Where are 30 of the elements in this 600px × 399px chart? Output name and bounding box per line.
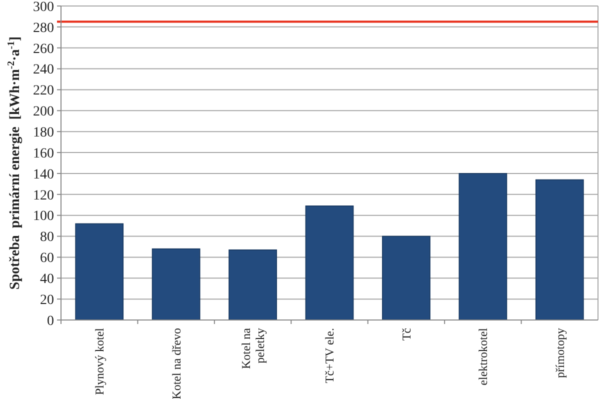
x-tick-label: Tč xyxy=(399,328,414,341)
x-tick-label: Kotel na peletky xyxy=(238,327,267,369)
x-tick-label: Plynový kotel xyxy=(92,327,107,396)
bar xyxy=(458,173,508,320)
x-tick-label: elektrokotel xyxy=(476,327,490,386)
y-tick-label: 120 xyxy=(33,188,54,204)
y-tick-label: 60 xyxy=(40,251,54,266)
y-tick-label: 240 xyxy=(33,62,54,78)
x-tick-label: Tč+TV ele. xyxy=(322,328,337,384)
y-tick-label: 40 xyxy=(40,272,54,288)
y-tick-label: 140 xyxy=(33,167,54,182)
y-tick-label: 80 xyxy=(40,230,54,246)
y-tick-label: 260 xyxy=(33,42,54,57)
y-tick-label: 20 xyxy=(40,292,54,308)
bar xyxy=(305,206,354,320)
bar xyxy=(75,223,124,320)
y-tick-label: 100 xyxy=(33,209,54,224)
x-tick-label: Kotel na dřevo xyxy=(169,328,184,399)
bar xyxy=(535,179,584,320)
y-tick-label: 0 xyxy=(47,314,54,329)
bar xyxy=(382,236,430,320)
bar xyxy=(228,249,277,320)
y-tick-label: 160 xyxy=(33,146,54,162)
y-tick-label: 220 xyxy=(33,84,54,99)
y-tick-label: 200 xyxy=(33,104,54,120)
y-tick-label: 280 xyxy=(33,20,54,36)
y-tick-label: 180 xyxy=(33,126,54,140)
y-tick-label: 300 xyxy=(33,0,54,15)
x-tick-label: přímotopy xyxy=(552,328,567,378)
bar xyxy=(152,248,200,320)
